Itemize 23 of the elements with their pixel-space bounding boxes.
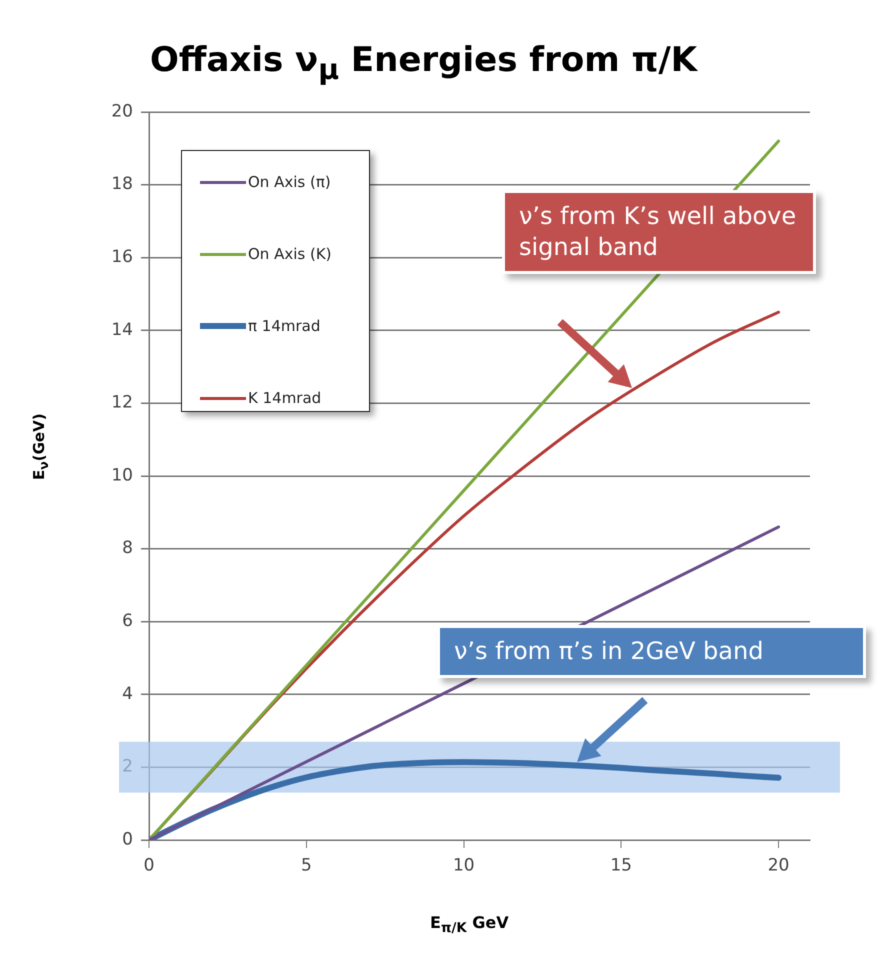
callout-box: ν’s from K’s well above signal band xyxy=(502,190,816,274)
x-tick-label: 5 xyxy=(300,856,312,876)
x-tick-label: 15 xyxy=(610,856,632,876)
y-tick-label: 12 xyxy=(111,392,133,413)
y-tick-label: 16 xyxy=(111,247,133,268)
x-axis-title: E$_{π/K}$ GeV xyxy=(430,913,509,936)
y-tick-label: 4 xyxy=(122,684,133,704)
legend-label: On Axis (K) xyxy=(248,245,332,263)
y-tick-label: 14 xyxy=(111,320,133,340)
y-tick-label: 0 xyxy=(122,829,133,850)
x-tick-label: 10 xyxy=(452,856,475,876)
legend-label: π 14mrad xyxy=(248,317,320,335)
y-tick-label: 20 xyxy=(111,101,133,122)
y-tick-label: 18 xyxy=(111,174,133,194)
x-tick-label: 20 xyxy=(768,856,790,876)
y-tick-label: 10 xyxy=(111,465,133,486)
chart-title: Offaxis ν$_{μ}$ Energies from π/K xyxy=(150,40,698,86)
legend-label: K 14mrad xyxy=(248,389,322,407)
legend-label: On Axis (π) xyxy=(248,173,331,191)
x-tick-label: 0 xyxy=(144,856,154,876)
y-tick-label: 6 xyxy=(122,611,133,632)
callout-box: ν’s from π’s in 2GeV band xyxy=(437,625,866,678)
y-tick-label: 8 xyxy=(122,538,133,558)
